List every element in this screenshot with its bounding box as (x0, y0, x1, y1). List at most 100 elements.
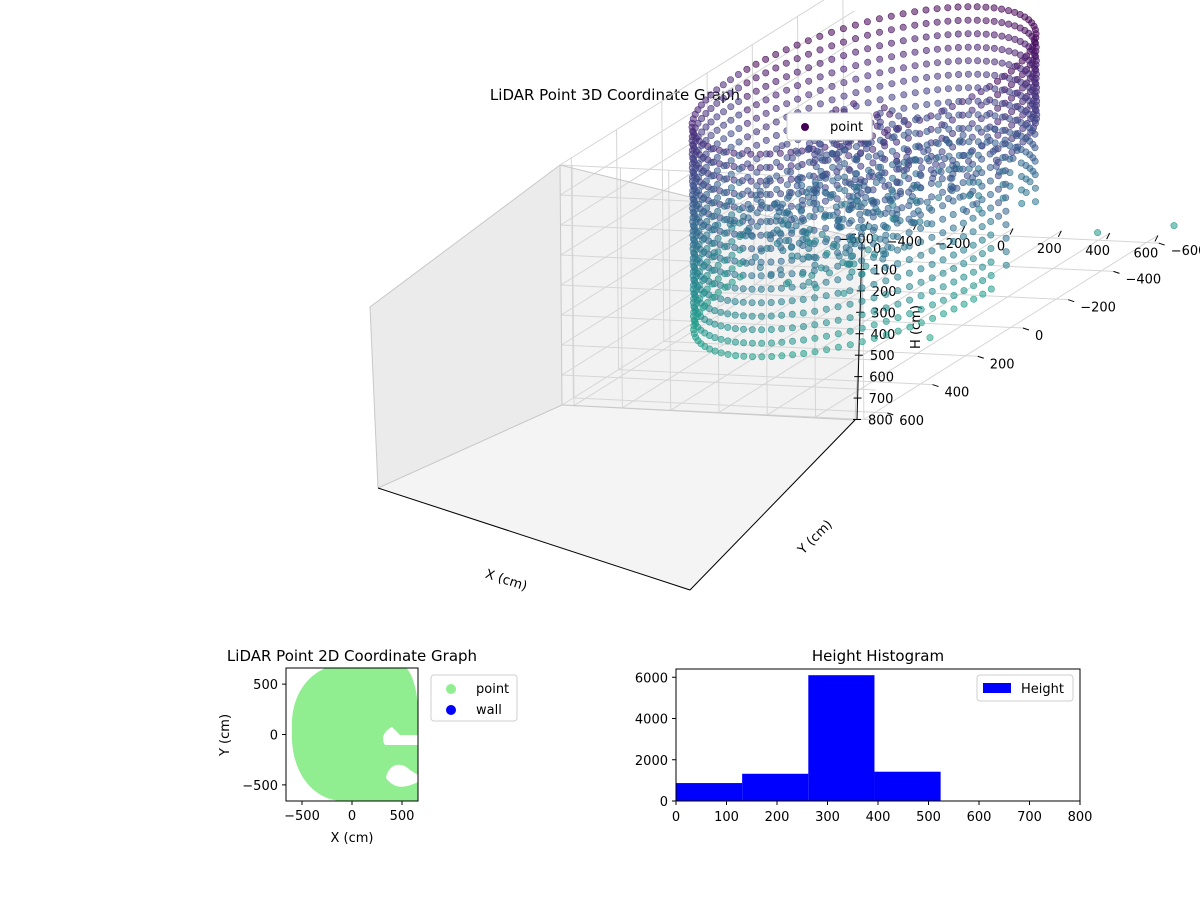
lidar-point (944, 31, 952, 39)
lidar-point (735, 192, 743, 200)
lidar-point (939, 269, 947, 277)
lidar-point (876, 150, 884, 158)
grid-line (560, 40, 855, 226)
lidar-point (934, 113, 942, 121)
lidar-point (959, 131, 967, 139)
lidar-point (922, 60, 930, 68)
lidar-point (840, 106, 848, 114)
lidar-point (864, 58, 872, 66)
grid-line (561, 220, 857, 406)
lidar-point (709, 293, 717, 301)
lidar-point (714, 275, 722, 283)
lidar-point (965, 124, 973, 132)
lidar-point (944, 85, 952, 93)
lidar-point (804, 253, 812, 261)
lidar-point (783, 167, 791, 175)
lidar-point (1007, 94, 1015, 102)
lidar-point (895, 112, 903, 120)
legend-point-2d-marker (446, 684, 456, 694)
lidar-point (734, 84, 742, 92)
lidar-point (857, 230, 865, 238)
lidar-point (787, 175, 795, 183)
grid-line (561, 374, 876, 391)
lidar-point (982, 17, 990, 25)
lidar-point (740, 339, 748, 347)
lidar-point (773, 240, 781, 248)
lidar-point (778, 311, 786, 319)
lidar-point (822, 332, 830, 340)
y-tick-label: −400 (1125, 272, 1161, 287)
lidar-point (999, 127, 1007, 135)
lidar-point (850, 260, 858, 268)
lidar-point (986, 191, 994, 199)
lidar-point (767, 285, 775, 293)
lidar-point (762, 150, 770, 158)
lidar-point (811, 321, 819, 329)
lidar-point (870, 294, 878, 302)
hist-x-tick-label: 500 (916, 810, 941, 825)
lidar-point (783, 181, 791, 189)
lidar-point (929, 314, 937, 322)
hist-y-tick-label: 0 (660, 795, 668, 810)
lidar-point (938, 175, 946, 183)
lidar-point (719, 81, 727, 89)
lidar-point (894, 327, 902, 335)
lidar-point (893, 178, 901, 186)
lidar-point (858, 311, 866, 319)
lidar-point (817, 140, 825, 148)
lidar-point (917, 238, 925, 246)
lidar-point (916, 218, 924, 226)
lidar-point (840, 160, 848, 168)
lidar-point (912, 156, 920, 164)
lidar-point (922, 46, 930, 54)
lidar-point (960, 300, 968, 308)
lidar-point (938, 148, 946, 156)
lidar-point (713, 86, 721, 94)
lidar-point (1031, 184, 1039, 192)
lidar-point (698, 209, 706, 217)
lidar-point (888, 120, 896, 128)
lidar-point (905, 269, 913, 277)
lidar-point (840, 79, 848, 87)
lidar-point (900, 145, 908, 153)
lidar-point (999, 194, 1007, 202)
lidar-point (947, 185, 955, 193)
lidar-point (899, 10, 907, 18)
x-tick-label-2d: 500 (390, 809, 415, 824)
lidar-point (829, 177, 837, 185)
lidar-point (699, 236, 707, 244)
lidar-point (864, 45, 872, 53)
lidar-point (870, 321, 878, 329)
lidar-point (695, 241, 703, 249)
lidar-point (744, 160, 752, 168)
lidar-point (808, 271, 816, 279)
lidar-point (964, 84, 972, 92)
legend-3d-box (786, 112, 873, 141)
lidar-point (787, 162, 795, 170)
lidar-point (994, 185, 1002, 193)
z-tick-label: 0 (873, 242, 881, 257)
lidar-point (830, 240, 838, 248)
lidar-point (846, 166, 854, 174)
lidar-point (821, 188, 829, 196)
lidar-point (757, 231, 765, 239)
lidar-point (822, 278, 830, 286)
lidar-point (949, 211, 957, 219)
lidar-point (728, 224, 736, 232)
lidar-point (1002, 261, 1010, 269)
lidar-point (864, 153, 872, 161)
lidar-point (893, 246, 901, 254)
lidar-point (782, 59, 790, 67)
lidar-point (944, 195, 952, 203)
lidar-point (853, 197, 861, 205)
lidar-point (823, 346, 831, 354)
lidar-point (744, 227, 752, 235)
lidar-point (992, 156, 1000, 164)
lidar-point (763, 231, 771, 239)
lidar-point (974, 111, 982, 119)
lidar-point (923, 155, 931, 163)
lidar-point (857, 216, 865, 224)
lidar-point (703, 231, 711, 239)
lidar-point (917, 278, 925, 286)
lidar-point (992, 162, 1000, 170)
